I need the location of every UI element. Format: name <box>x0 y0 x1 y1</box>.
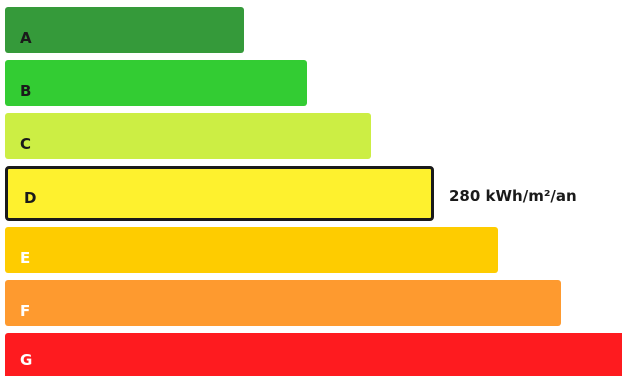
rating-bar-f: F <box>5 280 561 326</box>
rating-bar-a: A <box>5 7 244 53</box>
rating-bar-d-current: D <box>5 166 434 221</box>
rating-bar-c: C <box>5 113 371 159</box>
rating-letter-a: A <box>20 29 32 47</box>
rating-bar-e: E <box>5 227 498 273</box>
rating-letter-e: E <box>20 249 31 267</box>
consumption-value-label: 280 kWh/m²/an <box>449 187 577 205</box>
rating-bar-b: B <box>5 60 307 106</box>
rating-letter-b: B <box>20 82 32 100</box>
rating-letter-c: C <box>20 135 32 153</box>
rating-letter-d: D <box>24 189 37 207</box>
rating-letter-f: F <box>20 302 31 320</box>
rating-bar-g: G <box>5 333 622 376</box>
rating-letter-g: G <box>20 351 33 369</box>
